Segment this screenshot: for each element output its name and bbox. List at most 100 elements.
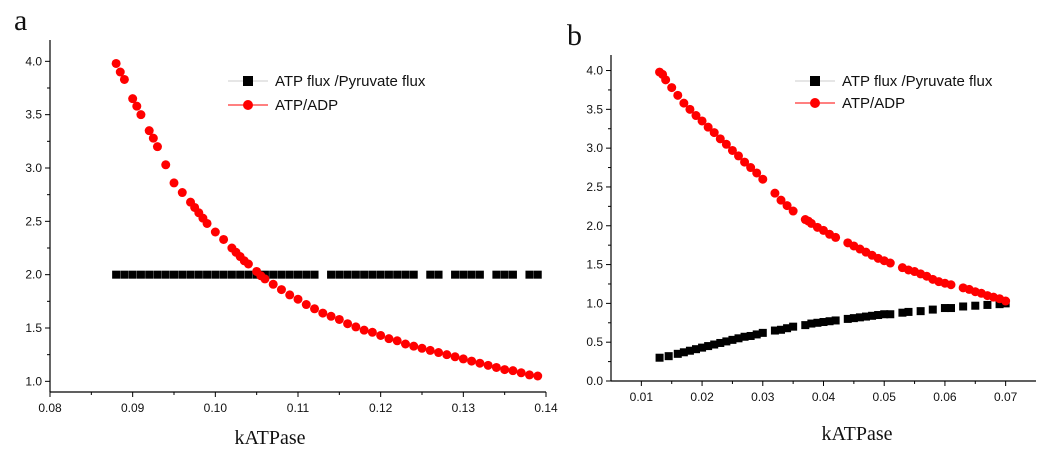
series-0-point bbox=[995, 300, 1004, 309]
y-tick-label: 3.5 bbox=[25, 108, 42, 122]
series-1-point bbox=[343, 319, 353, 329]
series-0-point bbox=[178, 270, 187, 279]
series-0-point bbox=[880, 310, 889, 319]
series-1-point bbox=[776, 195, 786, 205]
series-0-point bbox=[698, 343, 707, 352]
series-0-point bbox=[740, 332, 749, 341]
legend-label-atp-flux: ATP flux /Pyruvate flux bbox=[842, 73, 993, 90]
series-0-point bbox=[376, 270, 385, 279]
series-1-point bbox=[475, 358, 485, 368]
series-0-point bbox=[752, 330, 761, 339]
series-0-point bbox=[434, 270, 443, 279]
series-0-point bbox=[128, 270, 137, 279]
series-1-point bbox=[467, 356, 477, 366]
y-tick-label: 4.0 bbox=[586, 64, 603, 78]
series-0-point bbox=[783, 324, 792, 333]
series-0-point bbox=[947, 304, 955, 313]
x-tick-label: 0.06 bbox=[933, 390, 957, 404]
series-0-point bbox=[886, 310, 895, 319]
series-0-point bbox=[492, 270, 501, 279]
series-1-point bbox=[111, 58, 121, 68]
series-0-point bbox=[136, 270, 145, 279]
y-tick-label: 2.0 bbox=[586, 219, 603, 233]
series-0-point bbox=[451, 270, 460, 279]
series-1-point bbox=[177, 188, 187, 198]
series-1-point bbox=[770, 188, 780, 198]
series-1-point bbox=[697, 116, 707, 126]
series-0-point bbox=[153, 270, 162, 279]
series-0-point bbox=[801, 321, 810, 330]
legend-label-atp-flux: ATP flux /Pyruvate flux bbox=[275, 73, 426, 90]
panel-b-legend: ATP flux /Pyruvate flux ATP/ADP bbox=[795, 73, 993, 112]
y-tick-label: 0.0 bbox=[586, 374, 603, 388]
series-0-point bbox=[746, 331, 755, 340]
series-0-point bbox=[170, 270, 178, 279]
x-tick-label: 0.03 bbox=[751, 390, 775, 404]
series-1-point bbox=[734, 151, 743, 161]
series-1-point bbox=[727, 145, 737, 155]
series-0-point bbox=[285, 270, 294, 279]
series-0-point bbox=[716, 338, 725, 347]
series-0-point bbox=[500, 270, 509, 279]
series-0-point bbox=[161, 270, 170, 279]
series-1-point bbox=[715, 134, 725, 144]
y-tick-label: 2.0 bbox=[25, 268, 42, 282]
series-0-point bbox=[819, 318, 828, 327]
y-tick-label: 3.5 bbox=[586, 102, 603, 116]
legend-square-marker bbox=[243, 76, 253, 86]
series-0-point bbox=[722, 337, 731, 346]
series-0-point bbox=[710, 340, 719, 349]
series-0-point bbox=[831, 316, 840, 325]
series-1-point bbox=[782, 201, 792, 211]
series-0-point bbox=[807, 319, 816, 328]
series-1-point bbox=[483, 360, 493, 370]
series-0-point bbox=[673, 349, 682, 358]
series-1-point bbox=[219, 234, 229, 244]
legend-label-atp-adp: ATP/ADP bbox=[842, 95, 905, 112]
series-0-point bbox=[868, 311, 877, 320]
series-0-point bbox=[928, 305, 937, 314]
series-1-point bbox=[351, 322, 361, 332]
y-tick-label: 1.0 bbox=[25, 374, 42, 388]
series-0-point bbox=[244, 270, 253, 279]
series-1-point bbox=[691, 111, 701, 121]
series-1-point bbox=[458, 354, 468, 364]
series-0-point bbox=[959, 302, 968, 311]
series-0-point bbox=[269, 270, 278, 279]
series-1-point bbox=[144, 126, 154, 136]
series-0-point bbox=[728, 335, 737, 344]
series-0-point bbox=[971, 301, 980, 310]
series-0-point bbox=[227, 270, 236, 279]
series-0-point bbox=[655, 353, 664, 362]
series-1-point bbox=[508, 366, 518, 376]
series-1-point bbox=[260, 274, 270, 284]
panel-b-x-axis-label: kATPase bbox=[821, 423, 892, 445]
series-1-point bbox=[417, 343, 427, 353]
series-0-point bbox=[904, 307, 913, 316]
series-0-point bbox=[335, 270, 344, 279]
series-0-point bbox=[294, 270, 302, 279]
series-1-point bbox=[752, 168, 762, 178]
series-0-point bbox=[459, 270, 468, 279]
series-1-point bbox=[293, 294, 303, 304]
x-tick-label: 0.09 bbox=[121, 401, 145, 415]
series-1-point bbox=[268, 279, 278, 289]
series-1-point bbox=[136, 110, 146, 120]
series-1-point bbox=[128, 94, 138, 104]
series-0-point bbox=[327, 270, 336, 279]
series-1-point bbox=[450, 352, 460, 362]
x-tick-label: 0.05 bbox=[873, 390, 897, 404]
series-0-point bbox=[862, 312, 870, 321]
panel-b-chart: b 0.01 0.02 0.03 0.04 0.05 0.06 0.07 0.0 0.5 1.0 1… bbox=[567, 19, 1036, 445]
series-0-point bbox=[120, 270, 129, 279]
series-0-point bbox=[211, 270, 220, 279]
series-0-point bbox=[186, 270, 195, 279]
series-1-point bbox=[679, 98, 689, 108]
series-0-point bbox=[813, 318, 822, 327]
y-tick-label: 1.0 bbox=[586, 296, 603, 310]
panel-b-axes: 0.01 0.02 0.03 0.04 0.05 0.06 0.07 0.0 0.5 1.0 1.5… bbox=[586, 55, 1036, 404]
series-1-point bbox=[524, 370, 534, 380]
legend-circle-marker bbox=[243, 100, 253, 110]
series-1-point bbox=[115, 67, 125, 77]
